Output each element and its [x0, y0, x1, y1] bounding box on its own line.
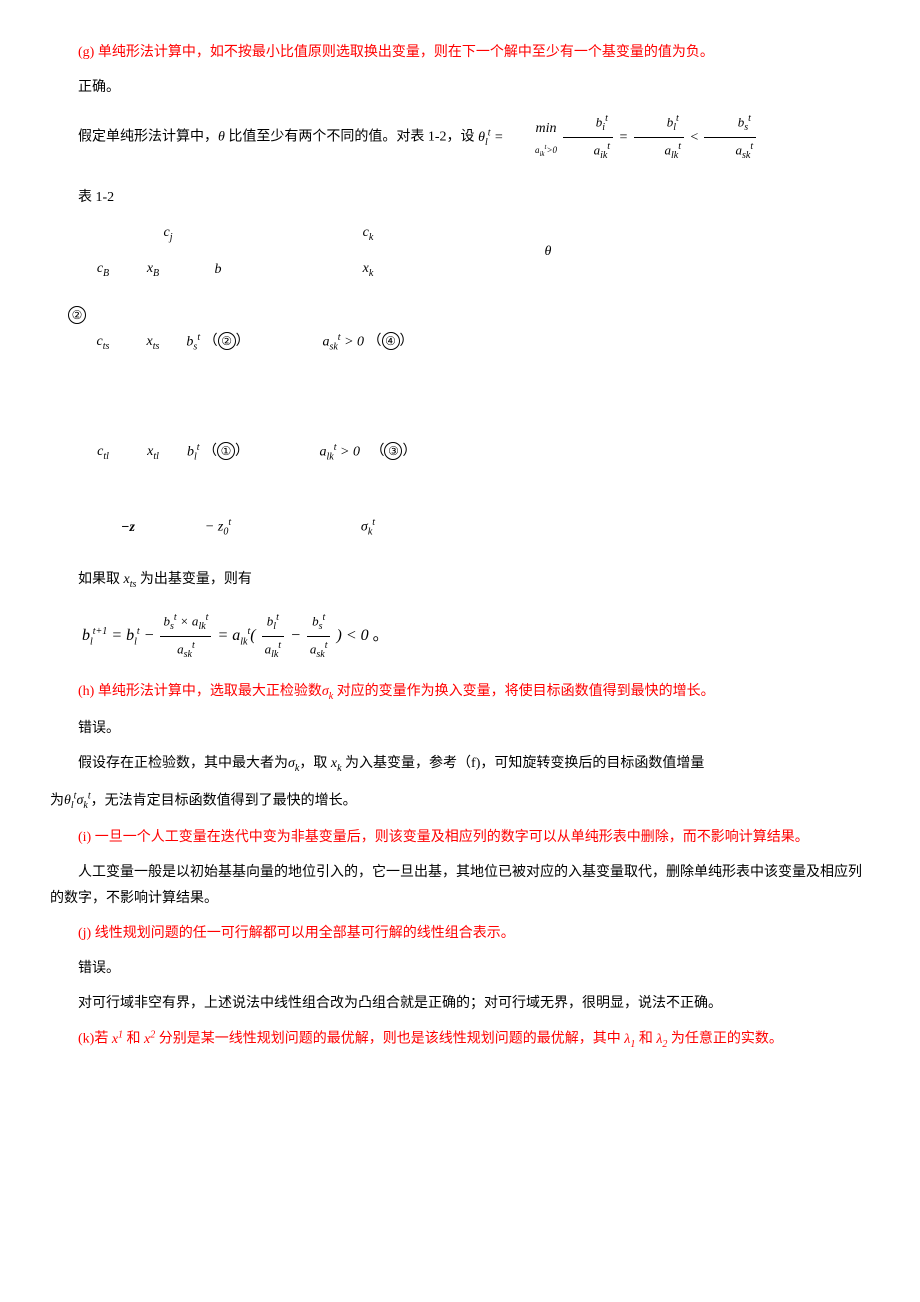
item-i-title: (i) 一旦一个人工变量在迭代中变为非基变量后，则该变量及相应列的数字可以从单纯… [50, 825, 870, 850]
simplex-table: ② cj ck θ cB xB b xk [78, 215, 870, 547]
cell-ask: askt > 0 （④） [258, 287, 478, 397]
cell-xts: xts [128, 287, 178, 397]
item-g-title: (g) 单纯形法计算中，如不按最小比值原则选取换出变量，则在下一个解中至少有一个… [50, 40, 870, 65]
table-label: 表 1-2 [78, 185, 870, 210]
cell-alk: alkt > 0 （③） [258, 397, 478, 507]
header-cB: cB [78, 251, 128, 287]
header-ck: ck [258, 215, 478, 251]
text: 假定单纯形法计算中， [78, 130, 218, 145]
header-cj: cj [78, 215, 258, 251]
formula-bl: blt+1 = blt − bst × alkt askt = alkt( bl… [82, 609, 870, 664]
cell-bs: bst （②） [178, 287, 258, 397]
item-h-explanation-1: 假设存在正检验数，其中最大者为σk，取 xk 为入基变量，参考（f)，可知旋转变… [50, 751, 870, 778]
formula-theta: θlt = minaikt>0 bitaikt = bltalkt < bsta… [478, 130, 758, 145]
text: 比值至少有两个不同的值。对表 1-2，设 [225, 130, 475, 145]
header-xB: xB [128, 251, 178, 287]
cell-theta-1 [478, 287, 618, 397]
table-footer-row: −z − z0t σkt [78, 507, 618, 547]
table: cj ck θ cB xB b xk cts [78, 215, 618, 547]
item-g-answer: 正确。 [50, 75, 870, 100]
header-b: b [178, 251, 258, 287]
theta-symbol: θ [218, 130, 225, 145]
footer-z0: − z0t [178, 507, 258, 547]
header-theta: θ [478, 215, 618, 287]
table-header-row-1: cj ck θ [78, 215, 618, 251]
item-h-title: (h) 单纯形法计算中，选取最大正检验数σk 对应的变量作为换入变量，将使目标函… [50, 679, 870, 706]
item-j-title: (j) 线性规划问题的任一可行解都可以用全部基可行解的线性组合表示。 [50, 921, 870, 946]
table-row-2: ctl xtl blt （①） alkt > 0 （③） [78, 397, 618, 507]
cell-bl: blt （①） [178, 397, 258, 507]
item-j-answer: 错误。 [50, 956, 870, 981]
table-row-1: cts xts bst （②） askt > 0 （④） [78, 287, 618, 397]
footer-sigma: σkt [258, 507, 478, 547]
circle-2-marker: ② [68, 303, 86, 328]
item-j-explanation: 对可行域非空有界，上述说法中线性组合改为凸组合就是正确的；对可行域无界，很明显，… [50, 991, 870, 1016]
item-i-answer: 人工变量一般是以初始基基向量的地位引入的，它一旦出基，其地位已被对应的入基变量取… [50, 860, 870, 910]
footer-theta [478, 507, 618, 547]
header-xk: xk [258, 251, 478, 287]
item-h-answer: 错误。 [50, 716, 870, 741]
cell-xtl: xtl [128, 397, 178, 507]
cell-theta-2 [478, 397, 618, 507]
item-h-explanation-2: 为θltσkt，无法肯定目标函数值得到了最快的增长。 [50, 788, 870, 815]
footer-z: −z [78, 507, 178, 547]
item-k-title: (k)若 x1 和 x2 分别是某一线性规划问题的最优解，则也是该线性规划问题的… [50, 1026, 870, 1053]
post-table-line: 如果取 xts 为出基变量，则有 [50, 567, 870, 594]
cell-ctl: ctl [78, 397, 128, 507]
item-g-explanation: 假定单纯形法计算中，θ 比值至少有两个不同的值。对表 1-2，设 θlt = m… [50, 110, 870, 165]
